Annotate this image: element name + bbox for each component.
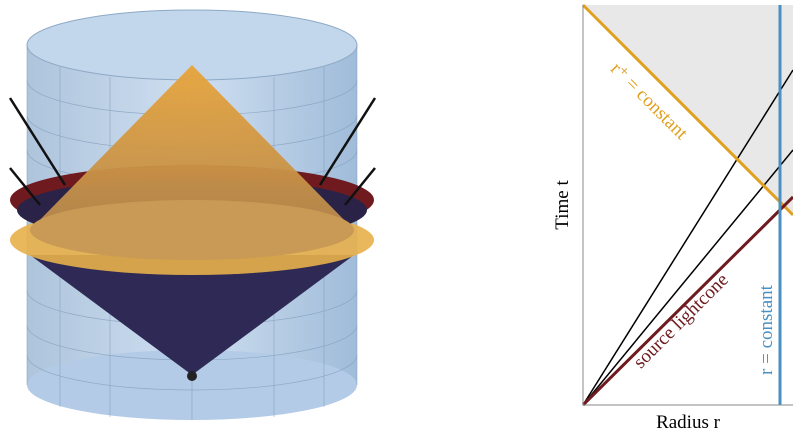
penrose-diagram: r⁺ = constant source lightcone r = const… — [552, 5, 793, 432]
r-const-label: r = constant — [756, 284, 777, 375]
apex — [187, 371, 197, 381]
figure: r⁺ = constant source lightcone r = const… — [0, 0, 793, 432]
cone-base — [30, 200, 354, 260]
spacetime-render — [10, 10, 375, 420]
y-axis-label: Time t — [552, 180, 573, 230]
x-axis-label: Radius r — [656, 412, 721, 432]
